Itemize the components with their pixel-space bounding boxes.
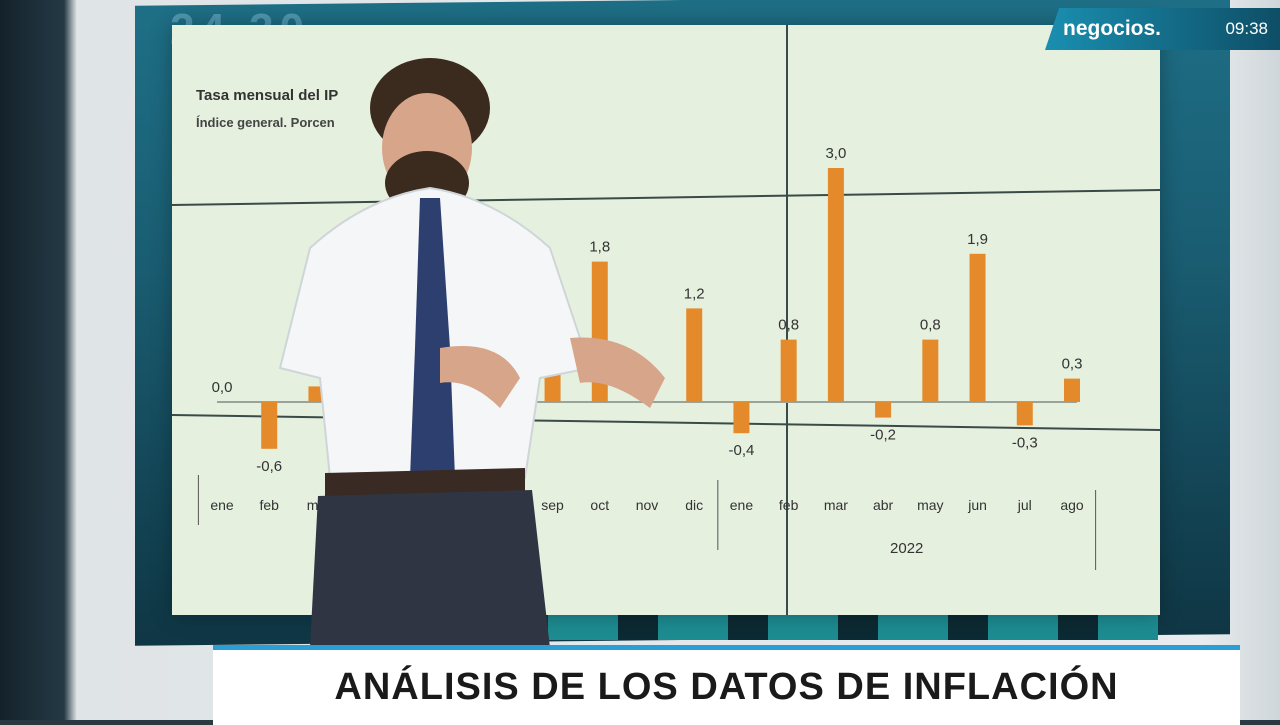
category-label: ene — [730, 497, 754, 513]
category-label: sep — [541, 497, 564, 513]
data-label: -0,3 — [1012, 434, 1038, 451]
category-label: dic — [685, 497, 703, 513]
data-label: 0,3 — [1062, 356, 1083, 373]
data-label: 1,9 — [967, 231, 988, 248]
category-label: may — [917, 497, 943, 513]
presenter-trousers — [310, 490, 550, 648]
category-label: ago — [1060, 497, 1084, 513]
presenter-arm-left — [440, 346, 520, 408]
screen-seam-horizontal — [172, 189, 1160, 206]
data-label: -0,2 — [870, 427, 896, 444]
category-label: abr — [873, 497, 894, 513]
lower-third: ANÁLISIS DE LOS DATOS DE INFLACIÓN — [213, 645, 1240, 725]
bar — [686, 308, 703, 402]
category-label: nov — [636, 497, 659, 513]
bar — [875, 402, 892, 418]
presenter-belt — [325, 468, 525, 498]
data-label: 1,2 — [684, 285, 705, 302]
bar — [969, 253, 986, 402]
bar — [733, 402, 750, 434]
category-label: ene — [210, 497, 234, 513]
category-label: feb — [779, 497, 799, 513]
category-label: feb — [259, 497, 279, 513]
bar — [922, 339, 939, 402]
data-label: -0,4 — [729, 442, 755, 459]
category-label: oct — [590, 497, 609, 513]
clock: 09:38 — [1225, 19, 1268, 38]
bar — [780, 339, 797, 402]
chart-subtitle: Índice general. Porcen — [196, 115, 335, 130]
presenter — [278, 58, 665, 648]
presenter-tie — [410, 198, 455, 498]
bar — [1064, 378, 1080, 402]
data-label: 1,8 — [589, 239, 610, 256]
data-label: 0,8 — [778, 317, 799, 334]
bar — [827, 168, 844, 402]
presenter-arm-right — [570, 337, 665, 408]
headline: ANÁLISIS DE LOS DATOS DE INFLACIÓN — [334, 666, 1119, 708]
category-label: mar — [824, 497, 848, 513]
channel-logo: negocios. — [1063, 17, 1162, 40]
channel-logo-bug: negocios. 09:38 — [1045, 8, 1280, 50]
category-label: jun — [967, 497, 987, 513]
data-label: 3,0 — [825, 145, 846, 162]
data-label: 0,0 — [212, 379, 233, 396]
year-label: 2022 — [890, 540, 923, 557]
chart-title: Tasa mensual del IP — [196, 87, 339, 104]
data-label: 0,8 — [920, 317, 941, 334]
bar — [1016, 402, 1033, 426]
category-label: jul — [1017, 497, 1032, 513]
data-label: -0,6 — [256, 458, 282, 475]
bar — [261, 402, 278, 449]
